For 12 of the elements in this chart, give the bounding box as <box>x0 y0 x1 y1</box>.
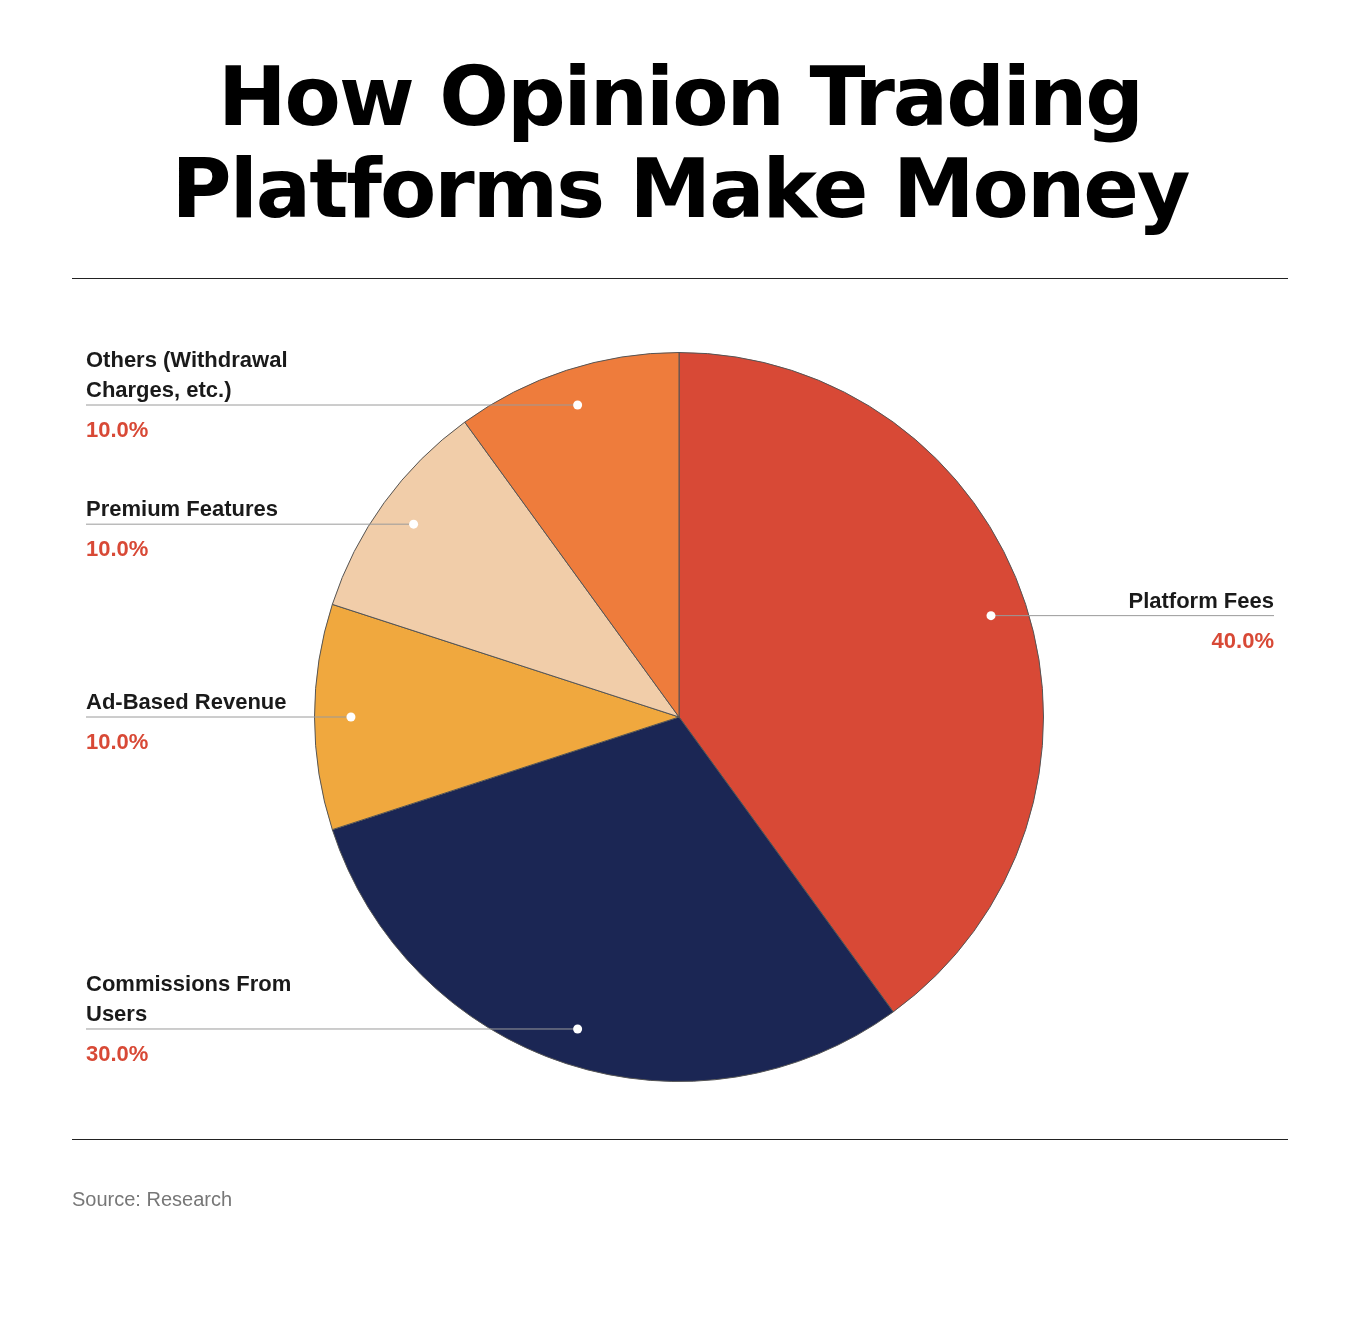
slice-label: Others (Withdrawal Charges, etc.) <box>86 347 288 403</box>
slice-label: Platform Fees <box>1128 587 1274 613</box>
slice-label: Ad-Based Revenue <box>86 689 287 714</box>
chart-title: How Opinion Trading Platforms Make Money <box>170 49 1190 236</box>
data-label: 40.0% <box>1211 627 1274 653</box>
data-label: 10.0% <box>86 536 149 562</box>
slice-label: Commissions From Users <box>86 970 292 1026</box>
data-label: 30.0% <box>86 1040 149 1066</box>
data-label: 10.0% <box>86 417 149 443</box>
slice-label: Premium Features <box>86 496 278 522</box>
source-note: Source: Research <box>72 1188 234 1211</box>
data-label: 10.0% <box>86 729 149 754</box>
